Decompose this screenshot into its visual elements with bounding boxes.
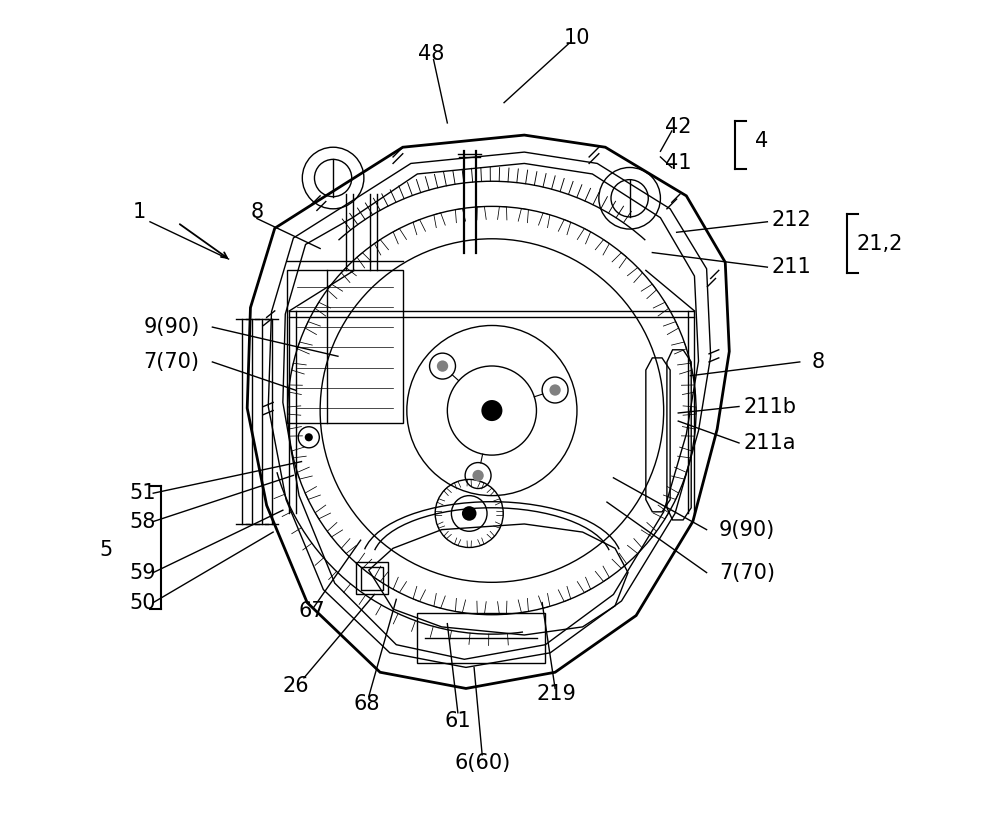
Text: 212: 212 xyxy=(771,210,811,230)
Text: 41: 41 xyxy=(665,154,691,173)
Text: 7(70): 7(70) xyxy=(144,352,200,372)
Text: 58: 58 xyxy=(129,511,156,532)
Bar xyxy=(417,613,545,663)
Circle shape xyxy=(462,506,477,521)
Text: 48: 48 xyxy=(418,44,444,64)
Bar xyxy=(287,271,403,423)
Text: 6(60): 6(60) xyxy=(454,753,510,773)
Text: 68: 68 xyxy=(353,693,380,714)
Text: 5: 5 xyxy=(99,540,113,560)
Text: 42: 42 xyxy=(665,117,691,137)
Text: 1: 1 xyxy=(133,202,146,222)
Text: 26: 26 xyxy=(283,676,309,696)
Text: 8: 8 xyxy=(812,352,825,372)
Text: 21,2: 21,2 xyxy=(856,234,903,254)
Text: 7(70): 7(70) xyxy=(719,563,775,583)
Text: 4: 4 xyxy=(755,131,768,150)
Circle shape xyxy=(472,470,484,481)
Text: 211: 211 xyxy=(771,257,811,277)
Circle shape xyxy=(481,400,502,421)
Text: 51: 51 xyxy=(129,483,156,503)
Bar xyxy=(361,567,383,589)
Circle shape xyxy=(549,385,561,396)
Text: 67: 67 xyxy=(299,601,325,620)
Bar xyxy=(356,562,388,594)
Text: 211b: 211b xyxy=(743,397,796,416)
Text: 10: 10 xyxy=(564,28,590,48)
Text: 219: 219 xyxy=(537,684,577,704)
Circle shape xyxy=(305,433,313,441)
Text: 50: 50 xyxy=(129,593,156,612)
Text: 61: 61 xyxy=(445,711,471,731)
Text: 59: 59 xyxy=(129,563,156,583)
Text: 8: 8 xyxy=(250,202,263,222)
Circle shape xyxy=(437,360,448,372)
Text: 9(90): 9(90) xyxy=(719,520,775,540)
Text: 211a: 211a xyxy=(743,433,796,453)
Text: 9(90): 9(90) xyxy=(144,317,200,337)
